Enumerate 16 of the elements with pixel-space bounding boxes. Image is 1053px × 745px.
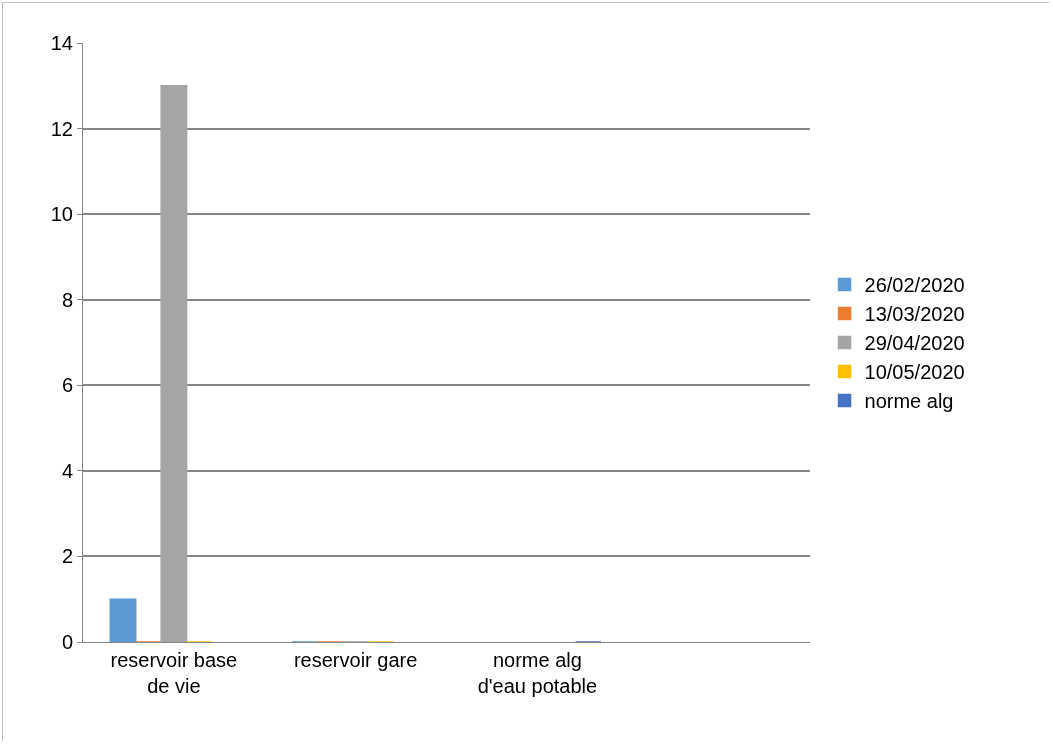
y-tick-label: 4 — [61, 459, 73, 482]
y-tick-label: 8 — [61, 288, 73, 311]
y-tick-label: 6 — [61, 374, 73, 397]
x-tick-label: reservoir gare — [293, 649, 418, 671]
x-tick-label: reservoir base de vie — [110, 649, 238, 697]
legend-label: 26/02/2020 — [864, 274, 965, 297]
legend-label: 29/04/2020 — [864, 332, 965, 355]
legend-label: norme alg — [864, 390, 954, 413]
y-tick-label: 14 — [50, 32, 73, 54]
legend-label: 13/03/2020 — [864, 303, 965, 326]
x-tick-label: norme alg d'eau potable — [477, 649, 598, 697]
y-tick-label: 0 — [61, 631, 73, 653]
y-tick-label: 12 — [50, 117, 73, 140]
legend-label: 10/05/2020 — [864, 361, 965, 384]
y-tick-label: 10 — [50, 203, 73, 226]
y-tick-label: 2 — [61, 545, 73, 568]
